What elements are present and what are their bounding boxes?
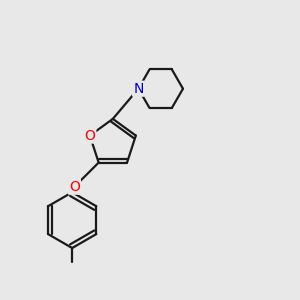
Text: N: N: [133, 82, 144, 96]
Text: O: O: [84, 129, 95, 142]
Text: O: O: [69, 180, 80, 194]
